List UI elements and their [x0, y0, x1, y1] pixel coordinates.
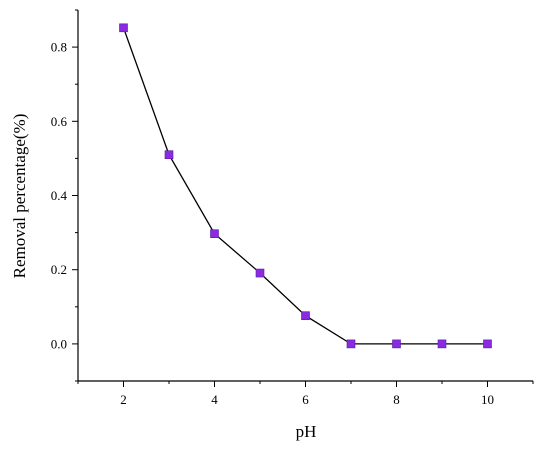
- data-point: [210, 229, 219, 239]
- markers: [119, 23, 492, 349]
- data-point: [255, 268, 265, 278]
- axes: [77, 10, 533, 382]
- x-tick-label: 10: [481, 392, 494, 407]
- x-tick-label: 2: [120, 392, 127, 407]
- x-tick-label: 4: [211, 392, 218, 407]
- x-axis-title: pH: [296, 422, 317, 441]
- series-line: [122, 27, 488, 345]
- y-tick-label: 0.8: [51, 40, 67, 55]
- y-axis-title: Removal percentage(%): [10, 114, 29, 279]
- y-tick-label: 0.0: [51, 336, 67, 351]
- data-point: [164, 150, 174, 159]
- data-point: [301, 311, 310, 321]
- y-tick-label: 0.2: [51, 262, 67, 277]
- data-point: [119, 23, 128, 33]
- y-tick-label: 0.6: [51, 114, 68, 129]
- data-point: [346, 339, 356, 349]
- x-tick-label: 8: [393, 392, 400, 407]
- x-tick-label: 6: [302, 392, 309, 407]
- data-point: [437, 339, 447, 349]
- ticks: 2 4 6 8 10 0.0 0.2 0.4 0.6 0.8: [51, 9, 534, 407]
- data-point: [392, 339, 401, 349]
- data-point: [483, 339, 492, 349]
- y-tick-label: 0.4: [51, 188, 68, 203]
